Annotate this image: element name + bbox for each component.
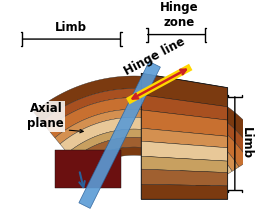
Polygon shape: [141, 169, 228, 186]
Polygon shape: [73, 137, 215, 187]
Polygon shape: [55, 150, 121, 188]
Polygon shape: [34, 76, 261, 156]
Text: Hinge
zone: Hinge zone: [160, 1, 198, 29]
Text: Axial
plane: Axial plane: [27, 103, 64, 130]
Polygon shape: [141, 141, 228, 161]
Polygon shape: [141, 73, 228, 107]
Polygon shape: [55, 109, 239, 171]
Polygon shape: [79, 61, 160, 208]
Polygon shape: [68, 129, 222, 182]
Polygon shape: [141, 156, 228, 173]
Polygon shape: [60, 117, 232, 177]
Polygon shape: [141, 184, 228, 199]
Text: Limb: Limb: [240, 127, 253, 160]
Polygon shape: [141, 128, 228, 148]
Polygon shape: [141, 110, 228, 136]
Text: Limb: Limb: [55, 21, 87, 34]
Polygon shape: [79, 147, 207, 192]
Polygon shape: [48, 97, 249, 167]
Polygon shape: [126, 64, 192, 104]
Polygon shape: [42, 89, 256, 161]
Polygon shape: [141, 95, 228, 120]
Text: Hinge line: Hinge line: [122, 35, 187, 78]
